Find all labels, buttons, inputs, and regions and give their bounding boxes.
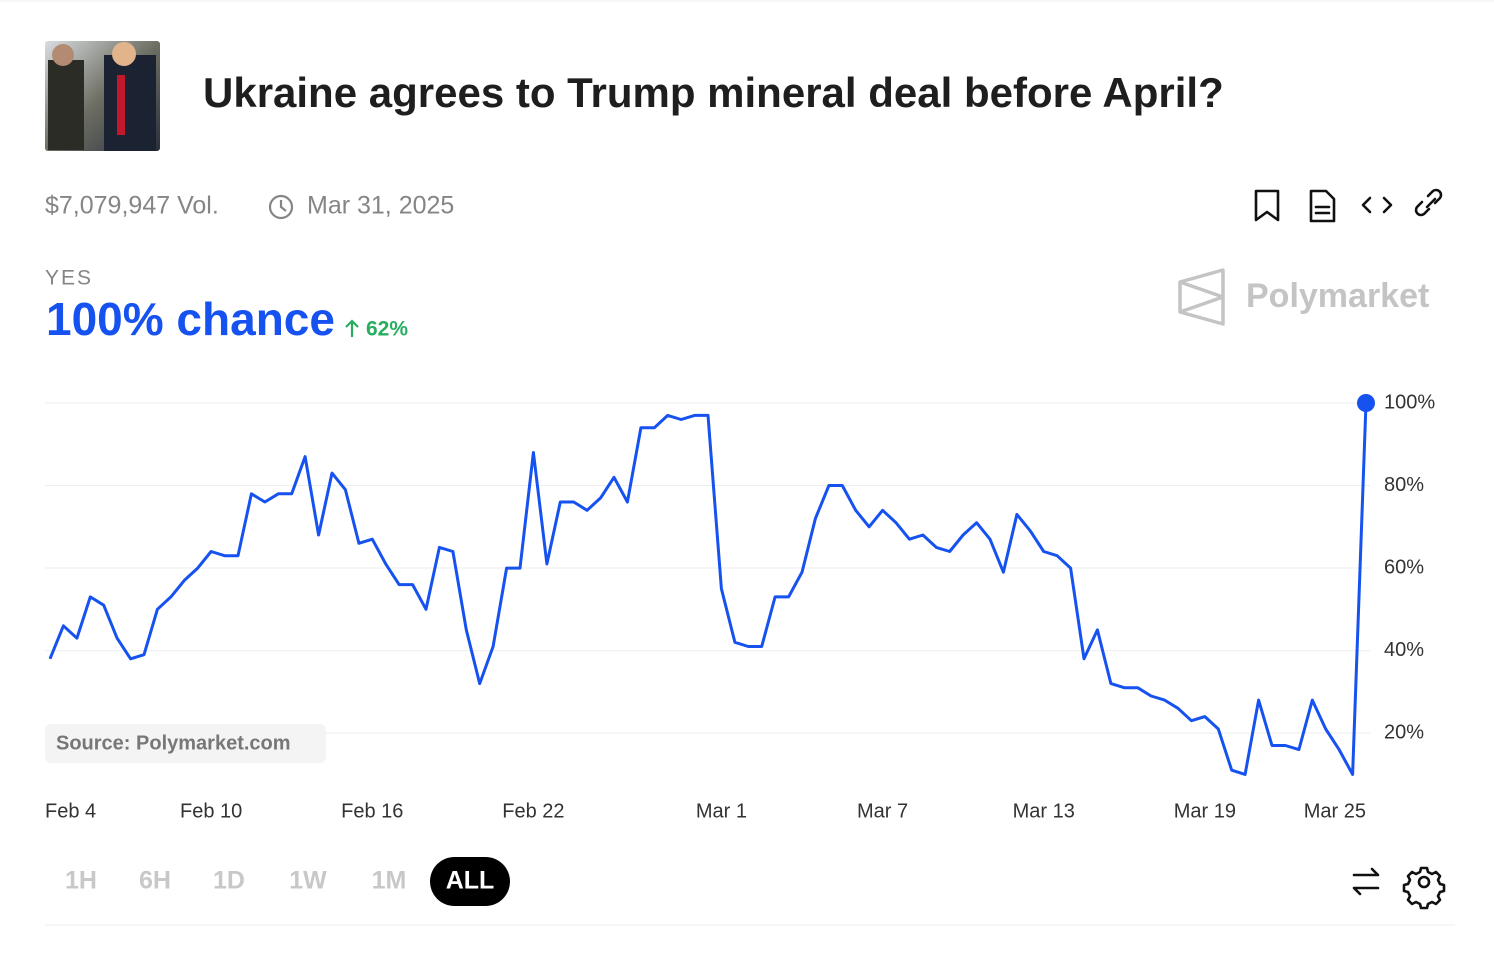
market-image [45,41,160,151]
range-button[interactable]: 1D [213,867,245,895]
x-tick-label: Mar 19 [1174,800,1236,822]
link-button[interactable] [1414,188,1443,217]
range-button[interactable]: 1M [372,867,407,895]
range-button[interactable]: 1W [289,867,327,895]
range-active-bg [430,857,510,906]
volume: $7,079,947 Vol. [45,192,219,220]
y-tick-label: 100% [1384,391,1435,413]
swap-button[interactable] [1352,867,1380,896]
chart: 20% 40% 60% 80% 100% Feb 4 Feb 10 Feb 16 Feb 22 M… [45,391,1435,822]
y-tick-label: 60% [1384,556,1424,578]
document-button[interactable] [1309,189,1336,223]
bookmark-button[interactable] [1254,189,1280,222]
brand-name: Polymarket [1246,277,1429,315]
x-tick-label: Mar 13 [1013,800,1075,822]
source: Source: Polymarket.com [56,732,291,754]
range-selector: 1H 6H 1D 1W 1M ALL [65,857,510,906]
price-line [48,402,1368,776]
x-tick-label: Feb 22 [502,800,564,822]
x-tick-label: Mar 25 [1304,800,1366,822]
settings-button[interactable] [1402,866,1446,910]
y-tick-label: 80% [1384,474,1424,496]
brand-logo [1178,268,1225,326]
x-tick-label: Feb 16 [341,800,403,822]
change: 62% [366,318,408,341]
range-button[interactable]: ALL [446,867,495,895]
x-tick-label: Feb 4 [45,800,96,822]
y-tick-label: 40% [1384,639,1424,661]
range-button[interactable]: 6H [139,867,171,895]
x-tick-label: Mar 7 [857,800,908,822]
range-button[interactable]: 1H [65,867,97,895]
up-arrow [345,319,359,337]
market-title: Ukraine agrees to Trump mineral deal bef… [203,69,1224,116]
y-tick-label: 20% [1384,721,1424,743]
x-tick-label: Mar 1 [696,800,747,822]
source-badge [45,724,326,763]
outcome-label: YES [45,267,93,290]
x-tick-label: Feb 10 [180,800,242,822]
clock-icon [268,194,294,220]
embed-button[interactable] [1361,196,1393,214]
last-point [1357,394,1375,412]
chance: 100% chance [46,293,335,345]
end-date: Mar 31, 2025 [307,192,454,220]
